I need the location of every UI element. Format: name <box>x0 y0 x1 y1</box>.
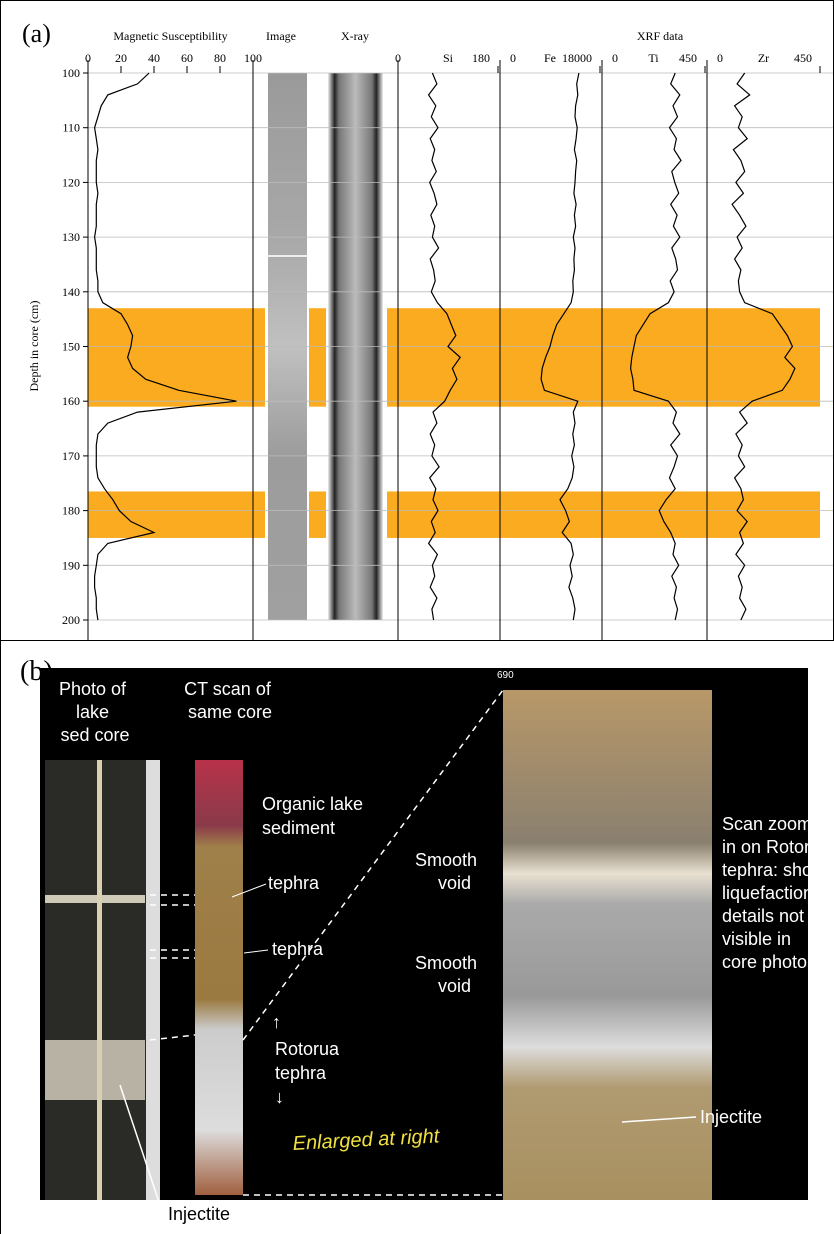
note-line: tephra: shows <box>722 860 834 880</box>
y-tick-label: 120 <box>62 175 80 189</box>
figure: (a) Image X-ray XRF data 100 110 120 130 140… <box>0 0 834 1234</box>
note-line: core photo <box>722 952 807 972</box>
chart-title: Ti <box>648 51 659 65</box>
x-tick-label: 60 <box>181 51 193 65</box>
panel-b: (b) 690 Photo of lake sed core CT scan o… <box>1 640 834 1234</box>
y-tick-label: 180 <box>62 504 80 518</box>
y-tick-label: 130 <box>62 230 80 244</box>
label-line: Organic lake <box>262 794 363 814</box>
x-tick-label: 80 <box>214 51 226 65</box>
y-tick-label: 190 <box>62 558 80 572</box>
x-tick-label: 180 <box>472 51 490 65</box>
label-line: void <box>438 873 471 893</box>
y-tick-label: 200 <box>62 613 80 627</box>
chart-title: Fe <box>544 51 556 65</box>
column-header: X-ray <box>341 29 369 43</box>
zoom-note: Scan zoomed in on Rotorua tephra: shows liq… <box>722 814 834 972</box>
y-tick-label: 140 <box>62 285 80 299</box>
x-tick-label: 450 <box>679 51 697 65</box>
y-tick-label: 100 <box>62 66 80 80</box>
note-line: details not <box>722 906 804 926</box>
label-line: tephra <box>275 1063 327 1083</box>
x-tick-label: 18000 <box>562 51 592 65</box>
y-axis-label: Depth in core (cm) <box>27 301 41 392</box>
highlight-band <box>309 491 326 537</box>
highlight-band <box>88 491 265 537</box>
core-photo <box>45 760 160 1200</box>
injectite-label: Injectite <box>168 1204 230 1224</box>
highlight-band <box>309 308 326 406</box>
ct-scan <box>195 760 243 1195</box>
tephra-layer <box>45 895 145 903</box>
label-line: Smooth <box>415 953 477 973</box>
core-rod <box>97 760 102 1200</box>
ruler <box>146 760 160 1200</box>
y-tick-label: 170 <box>62 449 80 463</box>
label-line: sediment <box>262 818 335 838</box>
x-tick-label: 100 <box>244 51 262 65</box>
chart-title: Zr <box>758 51 769 65</box>
x-tick-label: 40 <box>148 51 160 65</box>
x-tick-label: 20 <box>115 51 127 65</box>
x-tick-label: 0 <box>85 51 91 65</box>
column-header: Image <box>266 29 296 43</box>
x-tick-label: 450 <box>794 51 812 65</box>
y-tick-label: 160 <box>62 394 80 408</box>
highlight-band <box>88 308 265 406</box>
arrow-down: ↓ <box>275 1087 284 1107</box>
x-tick-label: 0 <box>612 51 618 65</box>
tephra-label: tephra <box>268 873 320 893</box>
label-line: Smooth <box>415 850 477 870</box>
zoom-scan <box>503 690 712 1200</box>
note-line: Scan zoomed <box>722 814 832 834</box>
label-line: void <box>438 976 471 996</box>
highlight-band <box>387 308 820 406</box>
note-line: liquefaction <box>722 883 813 903</box>
y-tick-label: 150 <box>62 340 80 354</box>
tephra-label: tephra <box>272 939 324 959</box>
panel-label: (a) <box>22 19 51 48</box>
label-line: Rotorua <box>275 1039 340 1059</box>
chart-title: Si <box>443 51 454 65</box>
note-line: in on Rotorua <box>722 837 831 857</box>
caption-line: sed core <box>60 725 129 745</box>
depth-mark: 690 <box>497 670 514 681</box>
highlight-band <box>387 491 820 537</box>
caption-line: Photo of <box>59 679 127 699</box>
arrow-up: ↑ <box>272 1012 281 1032</box>
column-header: XRF data <box>637 29 684 43</box>
caption-line: same core <box>188 702 272 722</box>
y-tick-label: 110 <box>62 121 80 135</box>
chart-title: Magnetic Susceptibility <box>113 29 227 43</box>
note-line: visible in <box>722 929 791 949</box>
caption-line: CT scan of <box>184 679 272 699</box>
x-tick-label: 0 <box>395 51 401 65</box>
bands <box>88 308 820 538</box>
caption-line: lake <box>76 702 109 722</box>
rotorua-layer <box>45 1040 145 1100</box>
x-tick-label: 0 <box>717 51 723 65</box>
x-tick-label: 0 <box>510 51 516 65</box>
injectite-label: Injectite <box>700 1107 762 1127</box>
panel-a: (a) Image X-ray XRF data 100 110 120 130 140… <box>1 1 834 641</box>
